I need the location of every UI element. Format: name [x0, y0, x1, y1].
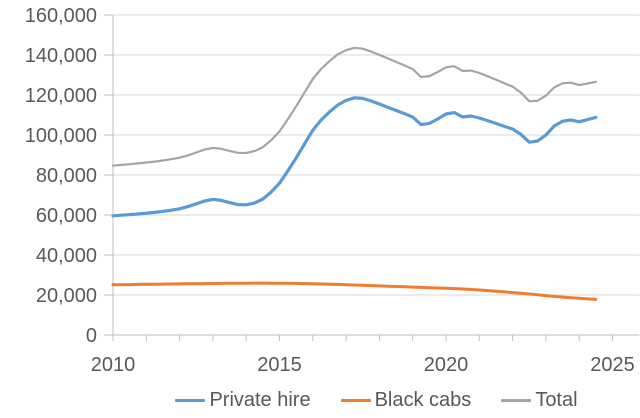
y-axis-label: 60,000	[36, 205, 97, 227]
legend-item-total: Total	[501, 389, 578, 411]
y-axis-label: 80,000	[36, 165, 97, 187]
y-axis-label: 140,000	[25, 45, 97, 67]
y-axis-label: 20,000	[36, 285, 97, 307]
total-legend-marker	[501, 398, 532, 402]
x-axis-label: 2025	[590, 354, 635, 376]
total-line	[111, 46, 597, 167]
legend-item-black-cabs: Black cabs	[340, 389, 472, 411]
private-hire-legend-label: Private hire	[209, 389, 311, 411]
x-axis-label: 2020	[424, 354, 469, 376]
y-axis-label: 40,000	[36, 245, 97, 267]
private-hire-legend-marker	[175, 398, 206, 402]
y-axis-label: 120,000	[25, 85, 97, 107]
chart-legend: Private hire Black cabs Total	[113, 386, 640, 414]
black-cabs-line	[111, 281, 598, 301]
y-axis-label: 100,000	[25, 125, 97, 147]
total-legend-label: Total	[535, 389, 578, 411]
legend-item-private-hire: Private hire	[175, 389, 311, 411]
private-hire-line	[111, 96, 598, 218]
black-cabs-legend-marker	[340, 398, 371, 402]
x-axis-label: 2015	[257, 354, 302, 376]
x-axis-label: 2010	[91, 354, 136, 376]
black-cabs-legend-label: Black cabs	[374, 389, 472, 411]
line-chart-plot: 0 20,000 40,000 60,000 80,000 100,000 120,000 1…	[25, 5, 640, 376]
y-axis-label: 160,000	[25, 5, 97, 27]
y-axis-label: 0	[86, 325, 97, 347]
